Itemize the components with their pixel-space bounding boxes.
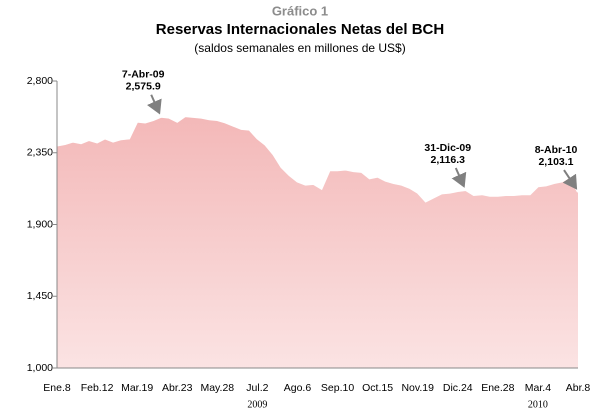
data-label: 2,575.9 xyxy=(126,81,161,93)
year-label: 2009 xyxy=(247,399,267,410)
x-tick-label: Mar.19 xyxy=(121,382,153,394)
y-tick-label: 1,450 xyxy=(27,290,53,302)
x-tick-label: Abr.8 xyxy=(566,382,591,394)
x-tick-label: Abr.23 xyxy=(162,382,193,394)
x-tick-label: Mar.4 xyxy=(525,382,551,394)
area xyxy=(57,116,578,368)
x-tick-label: Dic.24 xyxy=(443,382,473,394)
x-tick-label: Nov.19 xyxy=(401,382,434,394)
point-label: 7-Abr-09 xyxy=(122,69,165,81)
arrow xyxy=(147,94,162,115)
point-label: 8-Abr-10 xyxy=(535,144,578,156)
point-label: 31-Dic-09 xyxy=(424,142,471,154)
x-tick-label: Sep.10 xyxy=(321,382,354,394)
x-tick-label: Oct.15 xyxy=(362,382,393,394)
x-tick-label: Jul.2 xyxy=(246,382,268,394)
chart-subtitle: (saldos semanales en millones de US$) xyxy=(194,41,405,55)
x-tick-label: Ene.8 xyxy=(43,382,71,394)
area-line xyxy=(56,115,579,203)
x-tick-label: May.28 xyxy=(200,382,234,394)
x-tick-label: Ene.28 xyxy=(481,382,514,394)
x-tick-label: Ago.6 xyxy=(284,382,312,394)
data-label: 2,103.1 xyxy=(538,156,573,168)
chart-title: Reservas Internacionales Netas del BCH xyxy=(156,21,444,38)
data-label: 2,116.3 xyxy=(431,154,466,166)
year-label: 2010 xyxy=(528,399,548,410)
y-tick-label: 2,350 xyxy=(27,147,53,159)
chart-label: Gráfico 1 xyxy=(272,3,328,18)
x-tick-label: Feb.12 xyxy=(81,382,114,394)
arrow xyxy=(562,169,578,190)
y-tick-label: 1,900 xyxy=(27,218,53,230)
y-tick-label: 2,800 xyxy=(27,75,53,87)
y-tick-label: 1,000 xyxy=(27,362,53,374)
arrow xyxy=(451,167,467,188)
